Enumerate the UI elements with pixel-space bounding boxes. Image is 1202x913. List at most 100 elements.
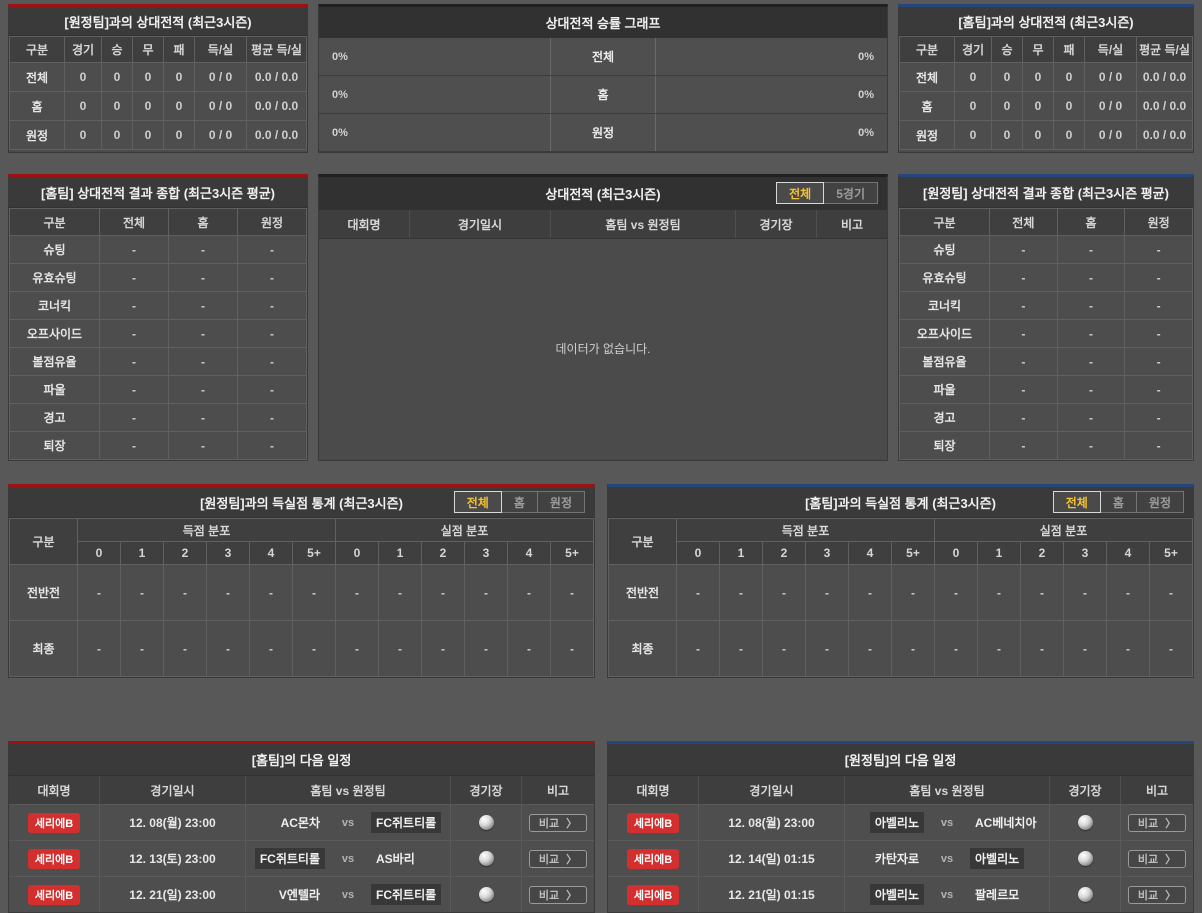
match-datetime: 12. 21(일) 23:00 bbox=[129, 888, 216, 902]
home-summary-title: [홈팀] 상대전적 결과 종합 (최근3시즌 평균) bbox=[9, 177, 307, 208]
match-datetime: 12. 08(월) 23:00 bbox=[728, 816, 815, 830]
tab-home[interactable]: 홈 bbox=[1099, 491, 1137, 513]
stat-cell: 0 / 0 bbox=[1084, 91, 1137, 121]
stat-cell: - bbox=[168, 431, 238, 460]
stat-cell: - bbox=[1124, 375, 1193, 404]
row-label: 코너킥 bbox=[9, 291, 100, 320]
away-team: 팔레르모 bbox=[975, 888, 1020, 902]
tab-home[interactable]: 홈 bbox=[500, 491, 538, 513]
stat-cell: 0 / 0 bbox=[1084, 120, 1137, 150]
league-badge: 세리에B bbox=[626, 812, 680, 833]
stadium-ball-icon[interactable] bbox=[478, 851, 494, 866]
home-winrate-bar: 0% bbox=[319, 38, 550, 75]
away-team: 아벨리노 bbox=[970, 848, 1025, 869]
home-schedule-panel: [홈팀]의 다음 일정 대회명 경기일시 홈팀 vs 원정팀 경기장 비고 세리… bbox=[8, 741, 595, 913]
stat-cell: - bbox=[934, 564, 978, 621]
second-row: [홈팀] 상대전적 결과 종합 (최근3시즌 평균) 구분 전체 홈 원정 슈팅 - - - 유… bbox=[8, 174, 1194, 461]
stat-cell: - bbox=[378, 620, 422, 677]
stat-cell: - bbox=[1020, 620, 1064, 677]
schedule-row-item: 세리에B 12. 08(월) 23:00 아벨리노 vs AC베네치아 비교 〉 bbox=[608, 804, 1193, 840]
row-label: 오프사이드 bbox=[899, 319, 990, 348]
col-teams: 홈팀 vs 원정팀 bbox=[844, 776, 1049, 804]
stat-cell: - bbox=[989, 263, 1058, 292]
column-header: 평균 득/실 bbox=[1136, 36, 1193, 63]
stat-cell: - bbox=[550, 564, 594, 621]
tab-away[interactable]: 원정 bbox=[536, 491, 585, 513]
vs-label: vs bbox=[341, 852, 355, 865]
winrate-graph-panel: 상대전적 승률 그래프 0% 전체 0% 0% 홈 0% 0% 원정 0% bbox=[318, 4, 888, 153]
tab-all[interactable]: 전체 bbox=[1052, 491, 1101, 513]
vs-label: vs bbox=[341, 888, 355, 901]
column-header: 3 bbox=[1063, 541, 1107, 565]
compare-button[interactable]: 비교 〉 bbox=[528, 813, 588, 832]
home-team: AC몬차 bbox=[280, 816, 320, 830]
stat-cell: - bbox=[1124, 431, 1193, 460]
stat-cell: - bbox=[421, 620, 465, 677]
tab-last5[interactable]: 5경기 bbox=[823, 182, 878, 204]
column-header: 3 bbox=[206, 541, 250, 565]
stat-cell: 0 / 0 bbox=[194, 91, 247, 121]
stat-cell: 0.0 / 0.0 bbox=[246, 120, 307, 150]
stat-cell: - bbox=[99, 403, 169, 432]
stat-cell: - bbox=[168, 319, 238, 348]
stat-cell: - bbox=[989, 375, 1058, 404]
compare-button[interactable]: 비교 〉 bbox=[528, 849, 588, 868]
away-goals-title: [원정팀]과의 득실점 통계 (최근3시즌) bbox=[200, 495, 403, 511]
winrate-row-total: 0% 전체 0% bbox=[319, 38, 887, 76]
col-league: 대회명 bbox=[347, 217, 381, 232]
compare-button[interactable]: 비교 〉 bbox=[528, 885, 588, 904]
compare-button[interactable]: 비교 〉 bbox=[1127, 885, 1187, 904]
stat-cell: - bbox=[335, 564, 379, 621]
stat-cell: - bbox=[77, 620, 121, 677]
home-summary-table: 구분 전체 홈 원정 슈팅 - - - 유효슈팅 - - - 코너킥 - - - 오프사이드 - - - 볼점유율 - - -… bbox=[9, 208, 307, 460]
scored-group-header: 득점 분포 bbox=[676, 518, 935, 542]
column-header: 5+ bbox=[1149, 541, 1193, 565]
stadium-ball-icon[interactable] bbox=[1077, 887, 1093, 902]
stat-cell: 0 bbox=[64, 62, 102, 92]
winrate-row-label: 홈 bbox=[550, 76, 656, 113]
column-header: 2 bbox=[163, 541, 207, 565]
column-header: 무 bbox=[132, 36, 164, 63]
column-header: 홈 bbox=[168, 208, 238, 236]
stadium-ball-icon[interactable] bbox=[1077, 815, 1093, 830]
stat-cell: - bbox=[848, 620, 892, 677]
compare-button[interactable]: 비교 〉 bbox=[1127, 849, 1187, 868]
schedule-header: 대회명 경기일시 홈팀 vs 원정팀 경기장 비고 bbox=[608, 776, 1193, 804]
stadium-ball-icon[interactable] bbox=[478, 887, 494, 902]
stat-cell: - bbox=[989, 319, 1058, 348]
away-goals-titlebar: [원정팀]과의 득실점 통계 (최근3시즌) 전체 홈 원정 bbox=[9, 487, 594, 518]
stat-cell: - bbox=[163, 620, 207, 677]
away-goals-table: 구분 득점 분포 실점 분포 0 1 2 3 4 5+ 0 1 2 bbox=[9, 518, 594, 677]
tab-away[interactable]: 원정 bbox=[1135, 491, 1184, 513]
stadium-ball-icon[interactable] bbox=[1077, 851, 1093, 866]
column-header: 2 bbox=[762, 541, 806, 565]
row-label: 파울 bbox=[899, 375, 990, 404]
winrate-row-label: 원정 bbox=[550, 114, 656, 151]
stat-cell: 0 bbox=[132, 120, 164, 150]
home-winrate-value: 0% bbox=[332, 126, 348, 139]
away-team: FC쥐트티롤 bbox=[371, 884, 442, 905]
winrate-row-label: 전체 bbox=[550, 38, 656, 75]
stadium-ball-icon[interactable] bbox=[478, 815, 494, 830]
stat-cell: - bbox=[249, 620, 293, 677]
stat-cell: 0.0 / 0.0 bbox=[1136, 62, 1193, 92]
top-row: [원정팀]과의 상대전적 (최근3시즌) 구분 경기 승 무 패 득/실 평균 득/실 전체 0… bbox=[8, 4, 1194, 153]
conceded-group-header: 실점 분포 bbox=[335, 518, 594, 542]
col-datetime: 경기일시 bbox=[698, 776, 844, 804]
column-header: 4 bbox=[1106, 541, 1150, 565]
stat-cell: - bbox=[120, 620, 164, 677]
schedule-header: 대회명 경기일시 홈팀 vs 원정팀 경기장 비고 bbox=[9, 776, 594, 804]
stat-cell: - bbox=[120, 564, 164, 621]
stat-cell: - bbox=[762, 564, 806, 621]
away-winrate-bar: 0% bbox=[656, 76, 887, 113]
home-winrate-bar: 0% bbox=[319, 76, 550, 113]
tab-all[interactable]: 전체 bbox=[776, 182, 825, 204]
column-header: 전체 bbox=[989, 208, 1058, 236]
column-header: 구분 bbox=[899, 208, 990, 236]
stat-cell: - bbox=[719, 620, 763, 677]
column-header: 전체 bbox=[99, 208, 169, 236]
stat-cell: - bbox=[292, 620, 336, 677]
league-badge: 세리에B bbox=[27, 884, 81, 905]
compare-button[interactable]: 비교 〉 bbox=[1127, 813, 1187, 832]
tab-all[interactable]: 전체 bbox=[453, 491, 502, 513]
